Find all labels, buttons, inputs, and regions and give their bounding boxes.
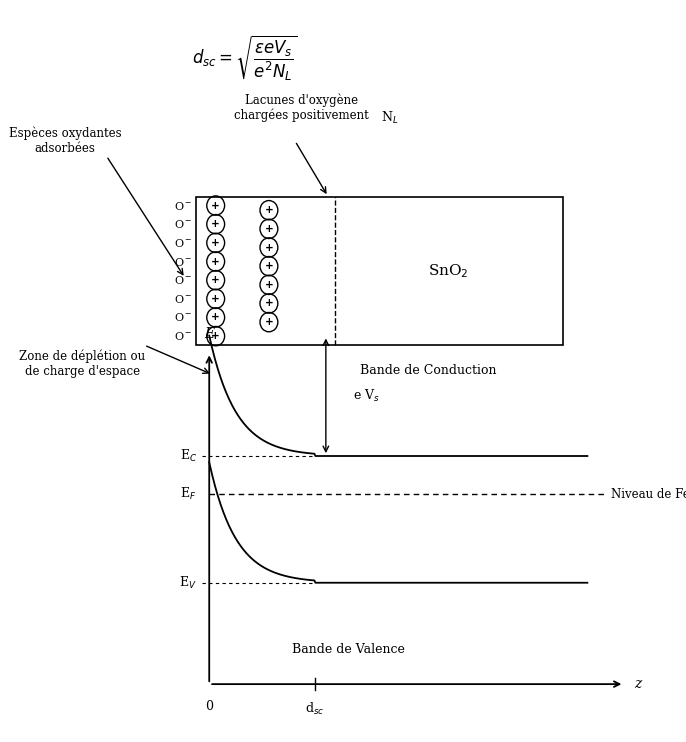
Text: E: E <box>204 327 214 341</box>
Text: 0: 0 <box>205 700 213 714</box>
Text: d$_{sc}$: d$_{sc}$ <box>305 700 324 717</box>
Text: O$^-$: O$^-$ <box>174 312 192 324</box>
Text: Zone de déplétion ou
de charge d'espace: Zone de déplétion ou de charge d'espace <box>19 349 145 378</box>
Text: Espèces oxydantes
adsorbées: Espèces oxydantes adsorbées <box>9 126 121 154</box>
Text: SnO$_2$: SnO$_2$ <box>429 262 469 280</box>
Text: E$_C$: E$_C$ <box>180 448 197 464</box>
Text: +: + <box>211 200 220 211</box>
Text: +: + <box>211 331 220 341</box>
Text: +: + <box>211 257 220 266</box>
Text: N$_L$: N$_L$ <box>381 110 398 126</box>
Text: O$^-$: O$^-$ <box>174 274 192 286</box>
Text: Lacunes d'oxygène
chargées positivement: Lacunes d'oxygène chargées positivement <box>235 93 369 122</box>
Text: Niveau de Fermi: Niveau de Fermi <box>611 487 686 501</box>
Text: +: + <box>265 317 273 327</box>
Text: +: + <box>211 275 220 285</box>
Text: e V$_s$: e V$_s$ <box>353 388 380 404</box>
Text: +: + <box>211 238 220 248</box>
Text: O$^-$: O$^-$ <box>174 218 192 230</box>
Text: +: + <box>265 224 273 234</box>
Bar <box>196 197 563 345</box>
Text: +: + <box>265 261 273 271</box>
Text: O$^-$: O$^-$ <box>174 255 192 268</box>
Text: +: + <box>211 294 220 303</box>
Text: Bande de Valence: Bande de Valence <box>292 643 405 657</box>
Text: O$^-$: O$^-$ <box>174 330 192 342</box>
Text: E$_F$: E$_F$ <box>180 486 197 502</box>
Text: Bande de Conduction: Bande de Conduction <box>360 364 497 377</box>
Text: z: z <box>635 677 642 691</box>
Text: +: + <box>265 298 273 309</box>
Text: +: + <box>265 206 273 215</box>
Text: E$_V$: E$_V$ <box>179 575 197 591</box>
Text: O$^-$: O$^-$ <box>174 200 192 211</box>
Text: O$^-$: O$^-$ <box>174 237 192 249</box>
Text: +: + <box>265 243 273 252</box>
Text: O$^-$: O$^-$ <box>174 293 192 305</box>
Text: $d_{sc} = \sqrt{\dfrac{\varepsilon e V_s}{e^2 N_L}}$: $d_{sc} = \sqrt{\dfrac{\varepsilon e V_s… <box>192 33 298 83</box>
Text: +: + <box>265 280 273 290</box>
Text: +: + <box>211 219 220 229</box>
Text: +: + <box>211 312 220 323</box>
